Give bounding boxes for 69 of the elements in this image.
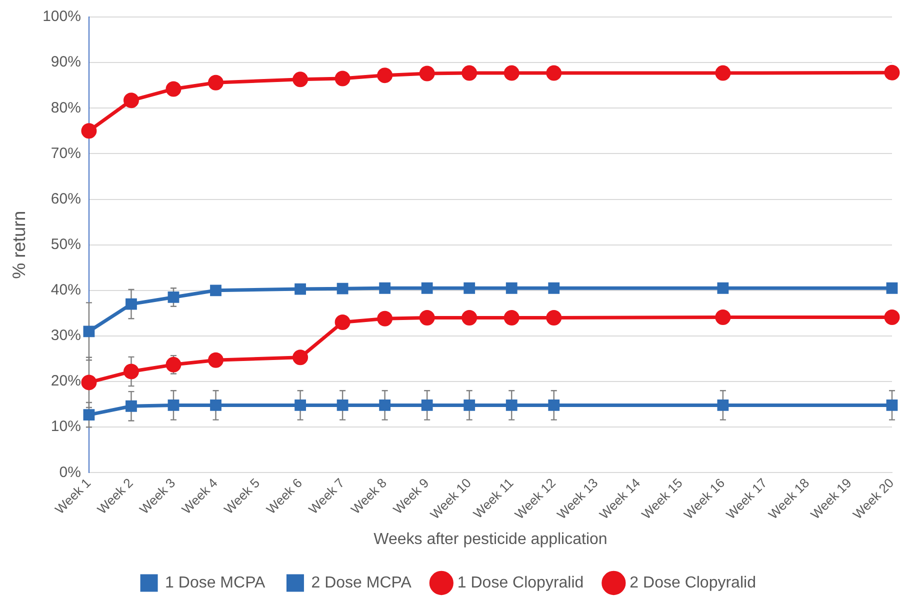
point	[81, 374, 97, 390]
y-tick-label: 40%	[50, 282, 81, 299]
legend-label: 2 Dose Clopyralid	[630, 574, 756, 592]
point	[377, 68, 393, 84]
legend-label: 1 Dose MCPA	[165, 574, 266, 592]
point	[504, 65, 520, 81]
point	[548, 400, 560, 411]
point	[421, 400, 433, 411]
y-axis-title: % return	[8, 210, 29, 279]
point	[334, 70, 350, 86]
x-axis-title: Weeks after pesticide application	[374, 530, 608, 548]
point	[294, 283, 306, 295]
point	[210, 400, 222, 411]
point	[462, 65, 478, 81]
point	[208, 352, 224, 368]
point	[884, 64, 900, 80]
point	[336, 282, 348, 294]
point	[292, 350, 308, 366]
point	[886, 282, 898, 294]
point	[548, 282, 560, 294]
point	[336, 400, 348, 411]
y-tick-label: 0%	[59, 464, 81, 481]
y-tick-label: 50%	[50, 236, 81, 253]
y-tick-label: 30%	[50, 327, 81, 344]
point	[334, 314, 350, 330]
point	[83, 326, 95, 338]
point	[168, 292, 180, 303]
point	[504, 310, 520, 326]
y-tick-label: 90%	[50, 54, 81, 71]
point	[168, 400, 180, 411]
point	[379, 400, 391, 411]
y-tick-label: 80%	[50, 99, 81, 116]
point	[166, 356, 182, 372]
point	[462, 310, 478, 326]
point	[126, 400, 137, 412]
point	[83, 409, 95, 420]
y-tick-label: 20%	[50, 372, 81, 390]
point	[419, 310, 435, 326]
y-tick-label: 70%	[50, 144, 81, 162]
point	[126, 298, 137, 310]
point	[294, 400, 306, 411]
point	[123, 92, 139, 108]
point	[379, 282, 391, 294]
point	[419, 66, 435, 82]
point	[421, 282, 433, 294]
point	[292, 72, 308, 88]
point	[166, 81, 182, 97]
legend-label: 1 Dose Clopyralid	[457, 574, 584, 592]
point	[715, 310, 731, 326]
point	[715, 65, 731, 81]
point	[546, 310, 562, 326]
point	[210, 284, 222, 296]
y-tick-label: 10%	[50, 418, 81, 436]
point	[208, 74, 224, 90]
point	[464, 282, 476, 294]
point	[717, 282, 729, 294]
point	[546, 65, 562, 81]
point	[377, 310, 393, 326]
point	[886, 400, 898, 411]
point	[506, 282, 518, 294]
point	[717, 400, 729, 411]
y-tick-label: 60%	[50, 190, 81, 208]
legend-label: 2 Dose MCPA	[311, 574, 412, 592]
point	[81, 123, 97, 139]
point	[464, 400, 476, 411]
y-tick-label: 100%	[42, 8, 81, 26]
point	[884, 310, 900, 326]
point	[123, 364, 139, 380]
point	[506, 400, 518, 411]
